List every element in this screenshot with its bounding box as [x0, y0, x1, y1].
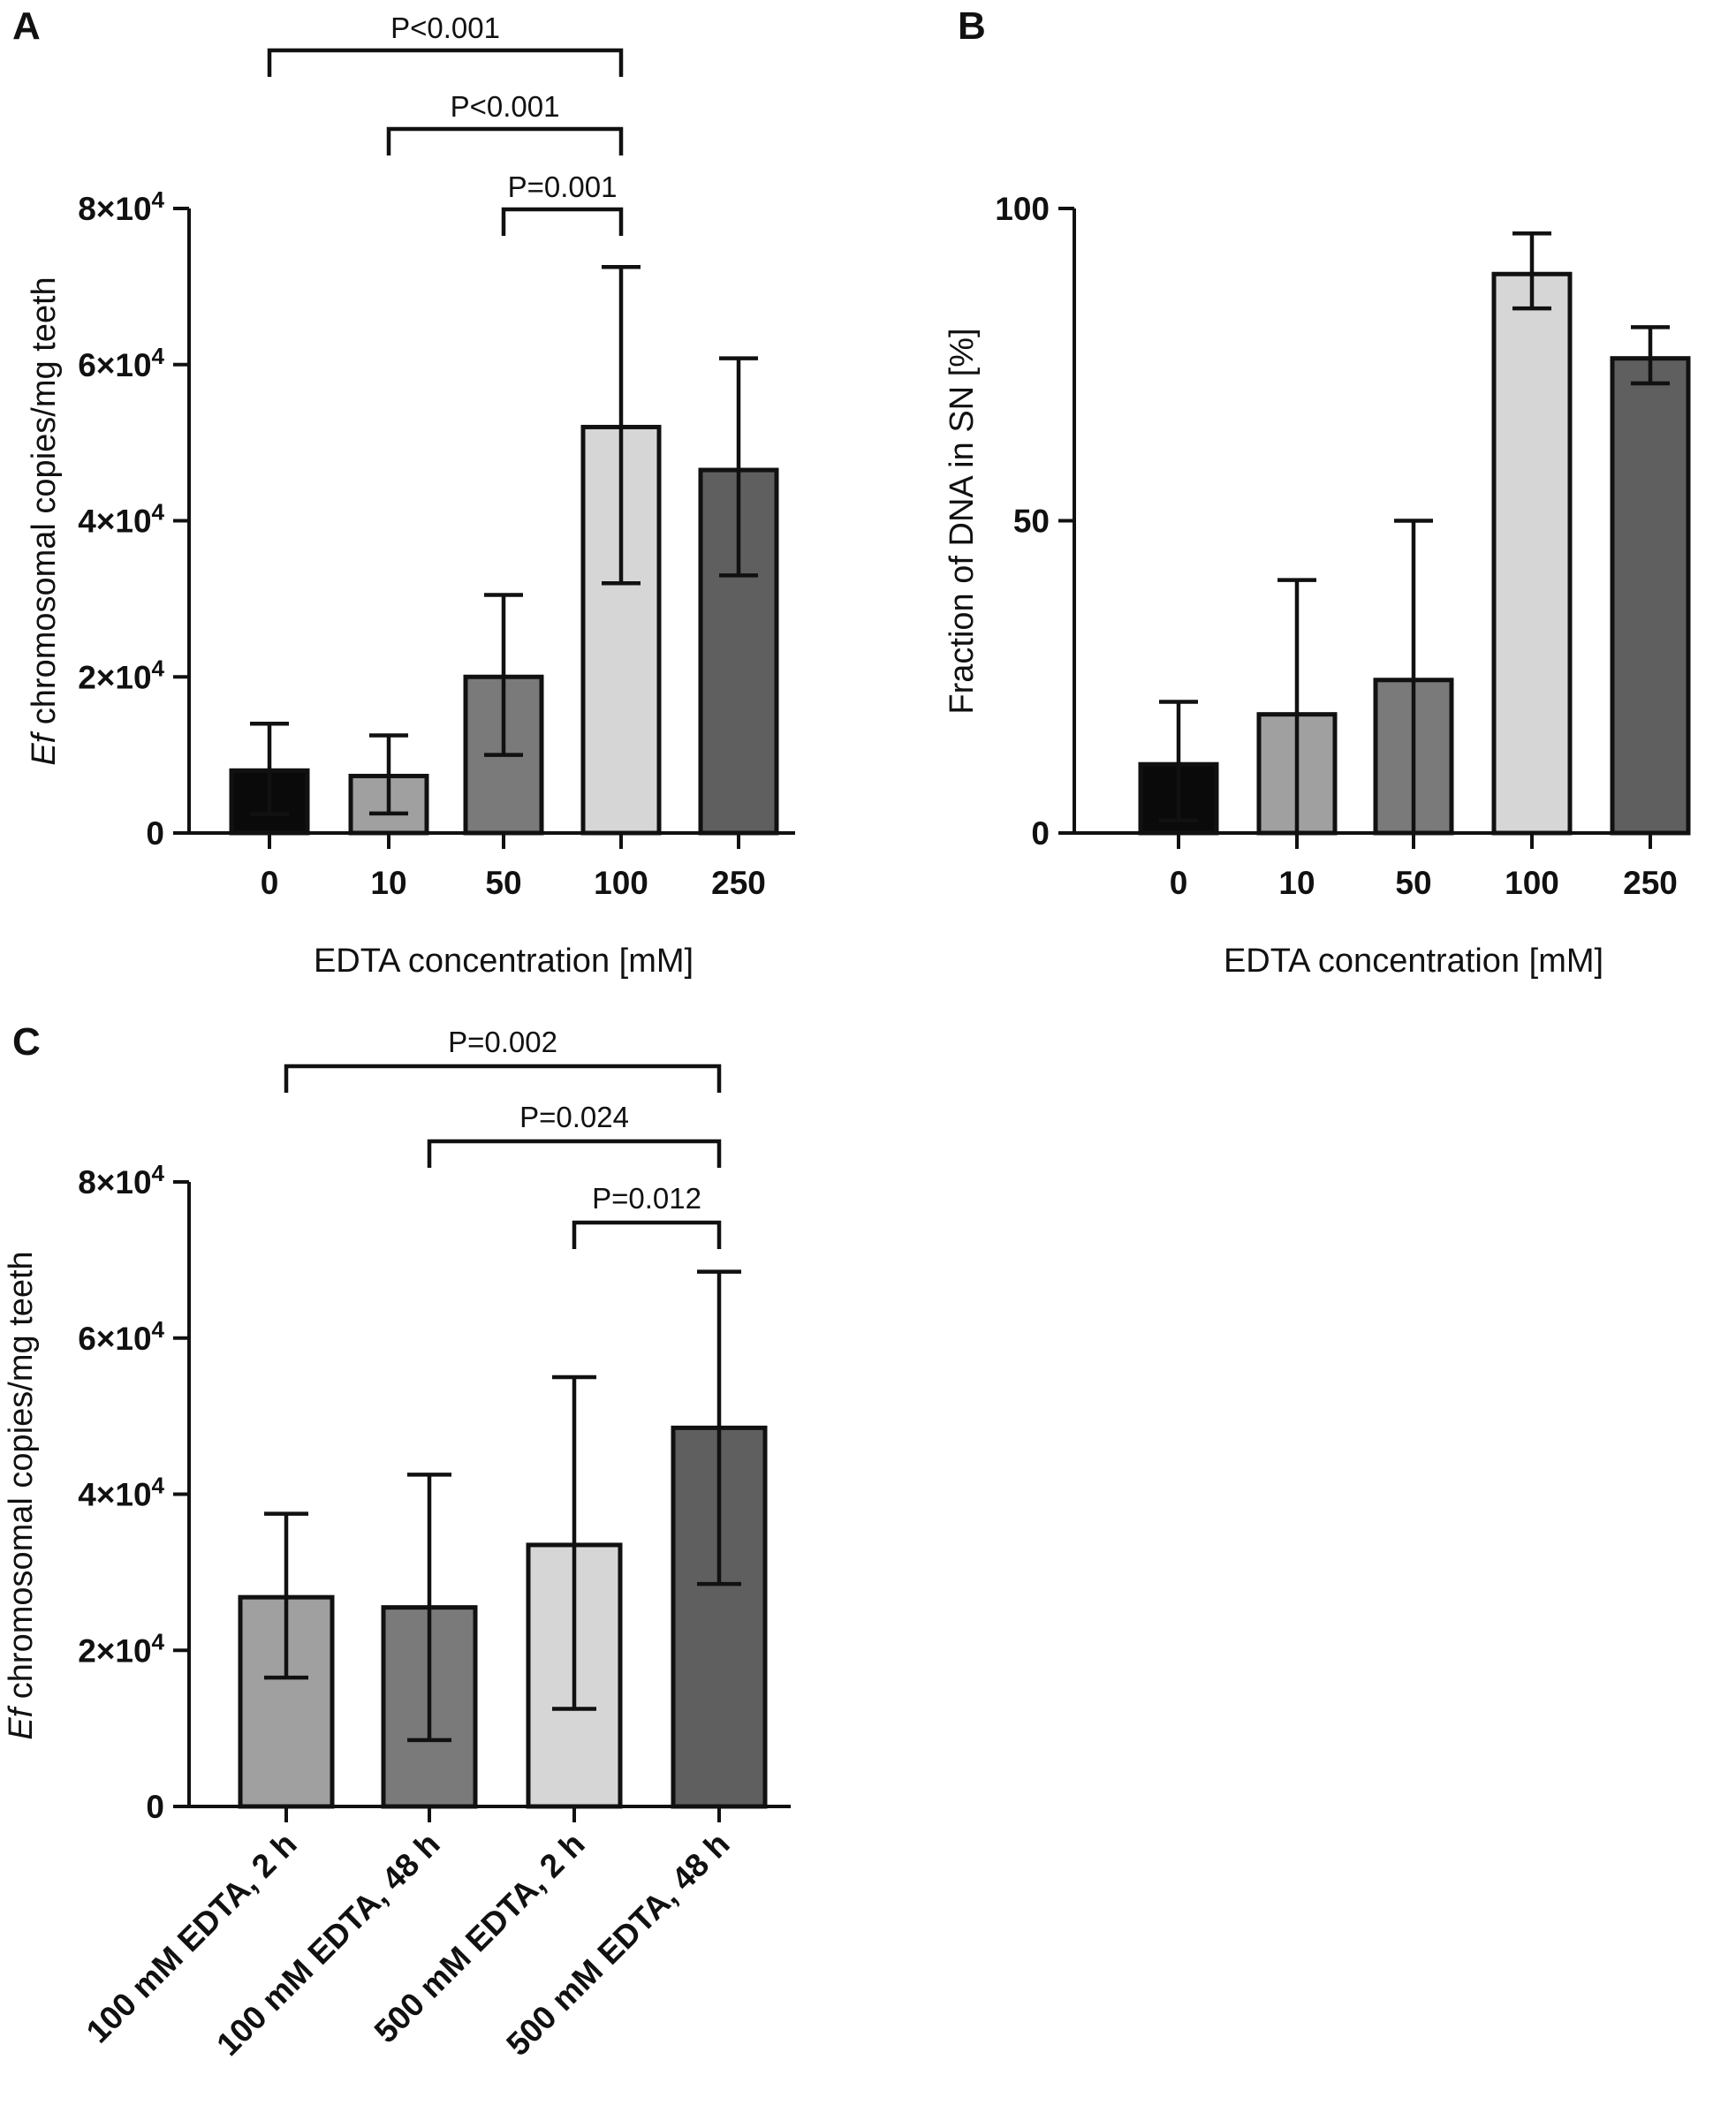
panel-letter: A	[12, 4, 41, 48]
y-tick-label: 100	[995, 191, 1050, 227]
x-tick-label: 0	[261, 865, 279, 901]
y-tick-label: 4×104	[78, 499, 164, 540]
significance-bracket	[427, 1139, 722, 1168]
x-axis-title: EDTA concentration [mM]	[1224, 943, 1603, 980]
bar	[1610, 356, 1691, 836]
x-tick-label: 0	[1170, 865, 1188, 901]
panel-a: A 0 2×104 4×104 6×104 8×104 0 10 50 100 250 EDTA co…	[12, 4, 795, 980]
y-tick-label: 4×104	[78, 1473, 164, 1513]
p-value-label: P=0.012	[592, 1182, 701, 1215]
y-tick-label: 2×104	[78, 1628, 164, 1669]
y-axis-title: Ef chromosomal copies/mg teeth	[3, 1251, 40, 1739]
significance-bracket	[267, 48, 624, 77]
panel-letter: B	[958, 4, 986, 48]
x-tick-label: 50	[485, 865, 521, 901]
x-axis-title: EDTA concentration [mM]	[314, 943, 694, 980]
y-tick-label: 0	[146, 815, 164, 852]
bar	[1491, 271, 1573, 836]
p-value-label: P=0.002	[448, 1026, 557, 1058]
significance-bracket	[386, 126, 624, 155]
y-tick-label: 2×104	[78, 655, 164, 695]
y-tick-label: 50	[1013, 504, 1050, 540]
p-value-label: P=0.024	[519, 1101, 629, 1133]
x-tick-label: 100	[1505, 865, 1559, 901]
y-tick-label: 0	[1031, 815, 1050, 852]
significance-bracket	[501, 207, 624, 236]
x-tick-label: 250	[711, 865, 766, 901]
y-tick-label: 0	[146, 1789, 164, 1825]
x-tick-label: 250	[1623, 865, 1678, 901]
panel-b: B 0 50 100 0 10 50 100 250 EDTA concentration [mM…	[944, 4, 1691, 980]
y-axis-title: Ef chromosomal copies/mg teeth	[26, 276, 63, 765]
x-tick-label: 100	[594, 865, 648, 901]
y-tick-label: 6×104	[78, 1316, 164, 1357]
y-tick-label: 6×104	[78, 343, 164, 383]
p-value-label: P<0.001	[451, 90, 560, 123]
p-value-label: P=0.001	[508, 170, 618, 203]
x-tick-label: 10	[1278, 865, 1315, 901]
y-tick-label: 8×104	[78, 186, 164, 227]
significance-bracket	[572, 1220, 722, 1249]
x-tick-label: 10	[370, 865, 406, 901]
y-tick-label: 8×104	[78, 1160, 164, 1200]
panel-letter: C	[12, 1020, 41, 1064]
x-tick-label: 50	[1395, 865, 1431, 901]
y-axis-title: Fraction of DNA in SN [%]	[944, 328, 981, 714]
significance-bracket	[284, 1064, 722, 1093]
p-value-label: P<0.001	[390, 11, 500, 44]
